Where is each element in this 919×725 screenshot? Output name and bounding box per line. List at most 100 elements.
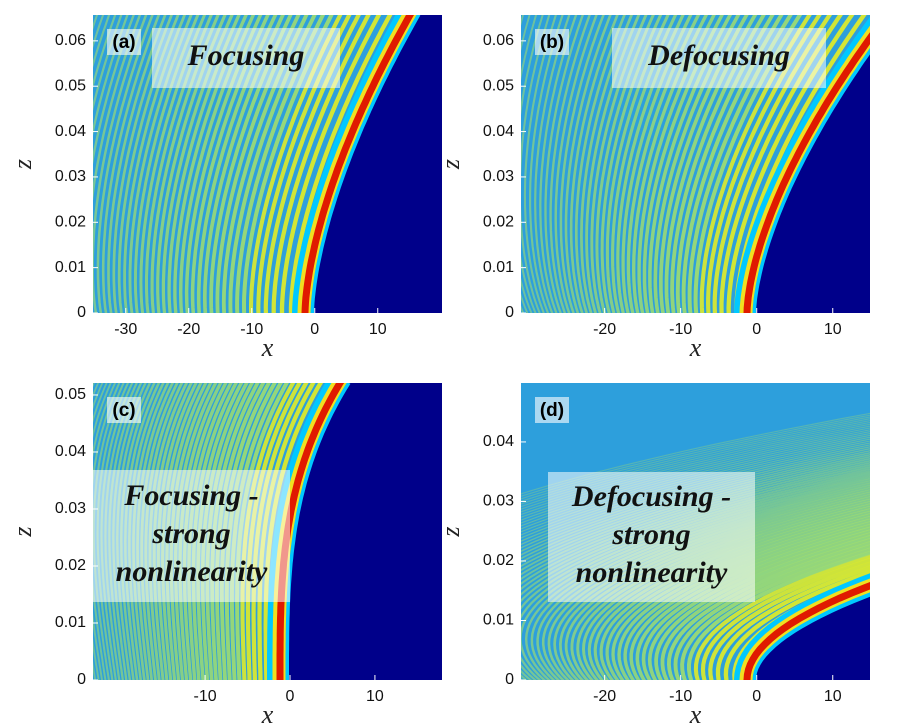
fringe bbox=[574, 15, 626, 313]
y-tick-label: 0.03 bbox=[55, 500, 86, 517]
fringe bbox=[521, 438, 870, 533]
x-tick-label: 10 bbox=[369, 321, 387, 338]
y-tick-label: 0.05 bbox=[483, 77, 514, 94]
x-tick-label: 10 bbox=[824, 688, 842, 705]
fringe-main bbox=[743, 582, 870, 680]
fringe bbox=[521, 444, 870, 542]
y-axis-label: z bbox=[436, 526, 465, 537]
x-axis-label: x bbox=[689, 700, 702, 725]
annotation: nonlinearity bbox=[576, 556, 728, 589]
fringe bbox=[700, 557, 870, 680]
panel-label-box bbox=[535, 397, 569, 423]
x-tick-label: 0 bbox=[286, 688, 295, 705]
panel: -20 -10 0 10 0 0.01 0.02 0.03 0.04 0.05 0.06 x z Defo… bbox=[436, 15, 870, 362]
x-tick-label: 10 bbox=[366, 688, 384, 705]
annotation-box bbox=[152, 28, 340, 88]
x-tick-label: -20 bbox=[593, 688, 616, 705]
y-tick-label: 0.02 bbox=[483, 214, 514, 231]
fringe bbox=[93, 383, 95, 388]
panel: -20 -10 0 10 0 0.01 0.02 0.03 0.04 x z Defocusing -… bbox=[436, 383, 870, 725]
y-tick-label: 0 bbox=[77, 671, 86, 688]
fringe bbox=[680, 547, 870, 680]
x-axis-label: x bbox=[261, 333, 274, 362]
y-tick-label: 0.03 bbox=[55, 168, 86, 185]
fringe bbox=[521, 15, 551, 313]
x-tick-label: 0 bbox=[310, 321, 319, 338]
y-tick-label: 0.01 bbox=[483, 259, 514, 276]
x-tick-label: -10 bbox=[669, 688, 692, 705]
fringe bbox=[617, 518, 870, 680]
panel-label: (c) bbox=[112, 400, 135, 421]
fringe bbox=[523, 15, 557, 313]
fringe bbox=[45, 378, 72, 685]
fringe bbox=[654, 535, 870, 680]
fringe bbox=[521, 418, 870, 502]
fringe bbox=[93, 15, 142, 201]
x-tick-label: -20 bbox=[593, 321, 616, 338]
annotation: Defocusing bbox=[647, 39, 790, 72]
fringe bbox=[581, 503, 870, 680]
fringe bbox=[549, 15, 591, 313]
fringe bbox=[101, 15, 161, 313]
y-tick-label: 0 bbox=[505, 671, 514, 688]
annotation: strong bbox=[611, 518, 690, 551]
fringe bbox=[48, 378, 75, 685]
fringe bbox=[559, 15, 605, 313]
fringe bbox=[93, 15, 135, 165]
fringe bbox=[521, 427, 870, 516]
y-tick-label: 0.04 bbox=[55, 443, 86, 460]
fringe bbox=[660, 537, 870, 680]
fringe bbox=[521, 423, 870, 510]
annotation-box bbox=[93, 470, 290, 602]
fringe bbox=[279, 15, 382, 313]
fringe bbox=[63, 378, 92, 685]
fringe bbox=[60, 378, 88, 685]
fringe bbox=[641, 529, 870, 680]
fringe bbox=[34, 378, 60, 685]
fringe bbox=[93, 15, 117, 89]
fringe bbox=[605, 513, 870, 680]
fringe bbox=[539, 15, 578, 313]
fringe bbox=[521, 425, 870, 513]
y-tick-label: 0.01 bbox=[483, 612, 514, 629]
fringe bbox=[521, 15, 538, 313]
x-axis-label: x bbox=[689, 333, 702, 362]
y-tick-label: 0.02 bbox=[483, 552, 514, 569]
fringe bbox=[93, 383, 121, 680]
fringe bbox=[599, 510, 870, 680]
fringe bbox=[647, 532, 870, 680]
y-tick-label: 0.02 bbox=[55, 214, 86, 231]
fringe bbox=[521, 416, 870, 500]
fringe bbox=[569, 15, 619, 313]
x-tick-label: -10 bbox=[194, 688, 217, 705]
fringe bbox=[587, 505, 870, 680]
x-tick-label: -30 bbox=[114, 321, 137, 338]
panel-label-box bbox=[107, 397, 141, 423]
annotation-box bbox=[612, 28, 826, 88]
fringe bbox=[93, 383, 117, 680]
y-axis-label: z bbox=[8, 159, 37, 170]
y-tick-label: 0.03 bbox=[483, 493, 514, 510]
x-tick-label: 0 bbox=[752, 321, 761, 338]
y-tick-label: 0.05 bbox=[55, 386, 86, 403]
y-axis-label: z bbox=[8, 526, 37, 537]
heatmap bbox=[521, 15, 870, 313]
x-tick-label: 10 bbox=[824, 321, 842, 338]
panel-label-box bbox=[107, 29, 141, 55]
fringe bbox=[593, 508, 870, 680]
x-tick-label: -10 bbox=[240, 321, 263, 338]
y-tick-label: 0.04 bbox=[55, 123, 86, 140]
panel-label: (b) bbox=[540, 32, 564, 53]
fringe bbox=[56, 378, 84, 685]
annotation-box bbox=[548, 472, 755, 602]
fringe bbox=[723, 569, 870, 680]
annotation: nonlinearity bbox=[116, 555, 268, 588]
y-tick-label: 0.01 bbox=[55, 259, 86, 276]
fringe bbox=[93, 15, 123, 112]
fringe bbox=[521, 440, 870, 536]
fringe bbox=[521, 412, 870, 495]
fringe bbox=[93, 15, 111, 68]
fringe bbox=[271, 15, 371, 313]
annotation: strong bbox=[151, 517, 230, 550]
